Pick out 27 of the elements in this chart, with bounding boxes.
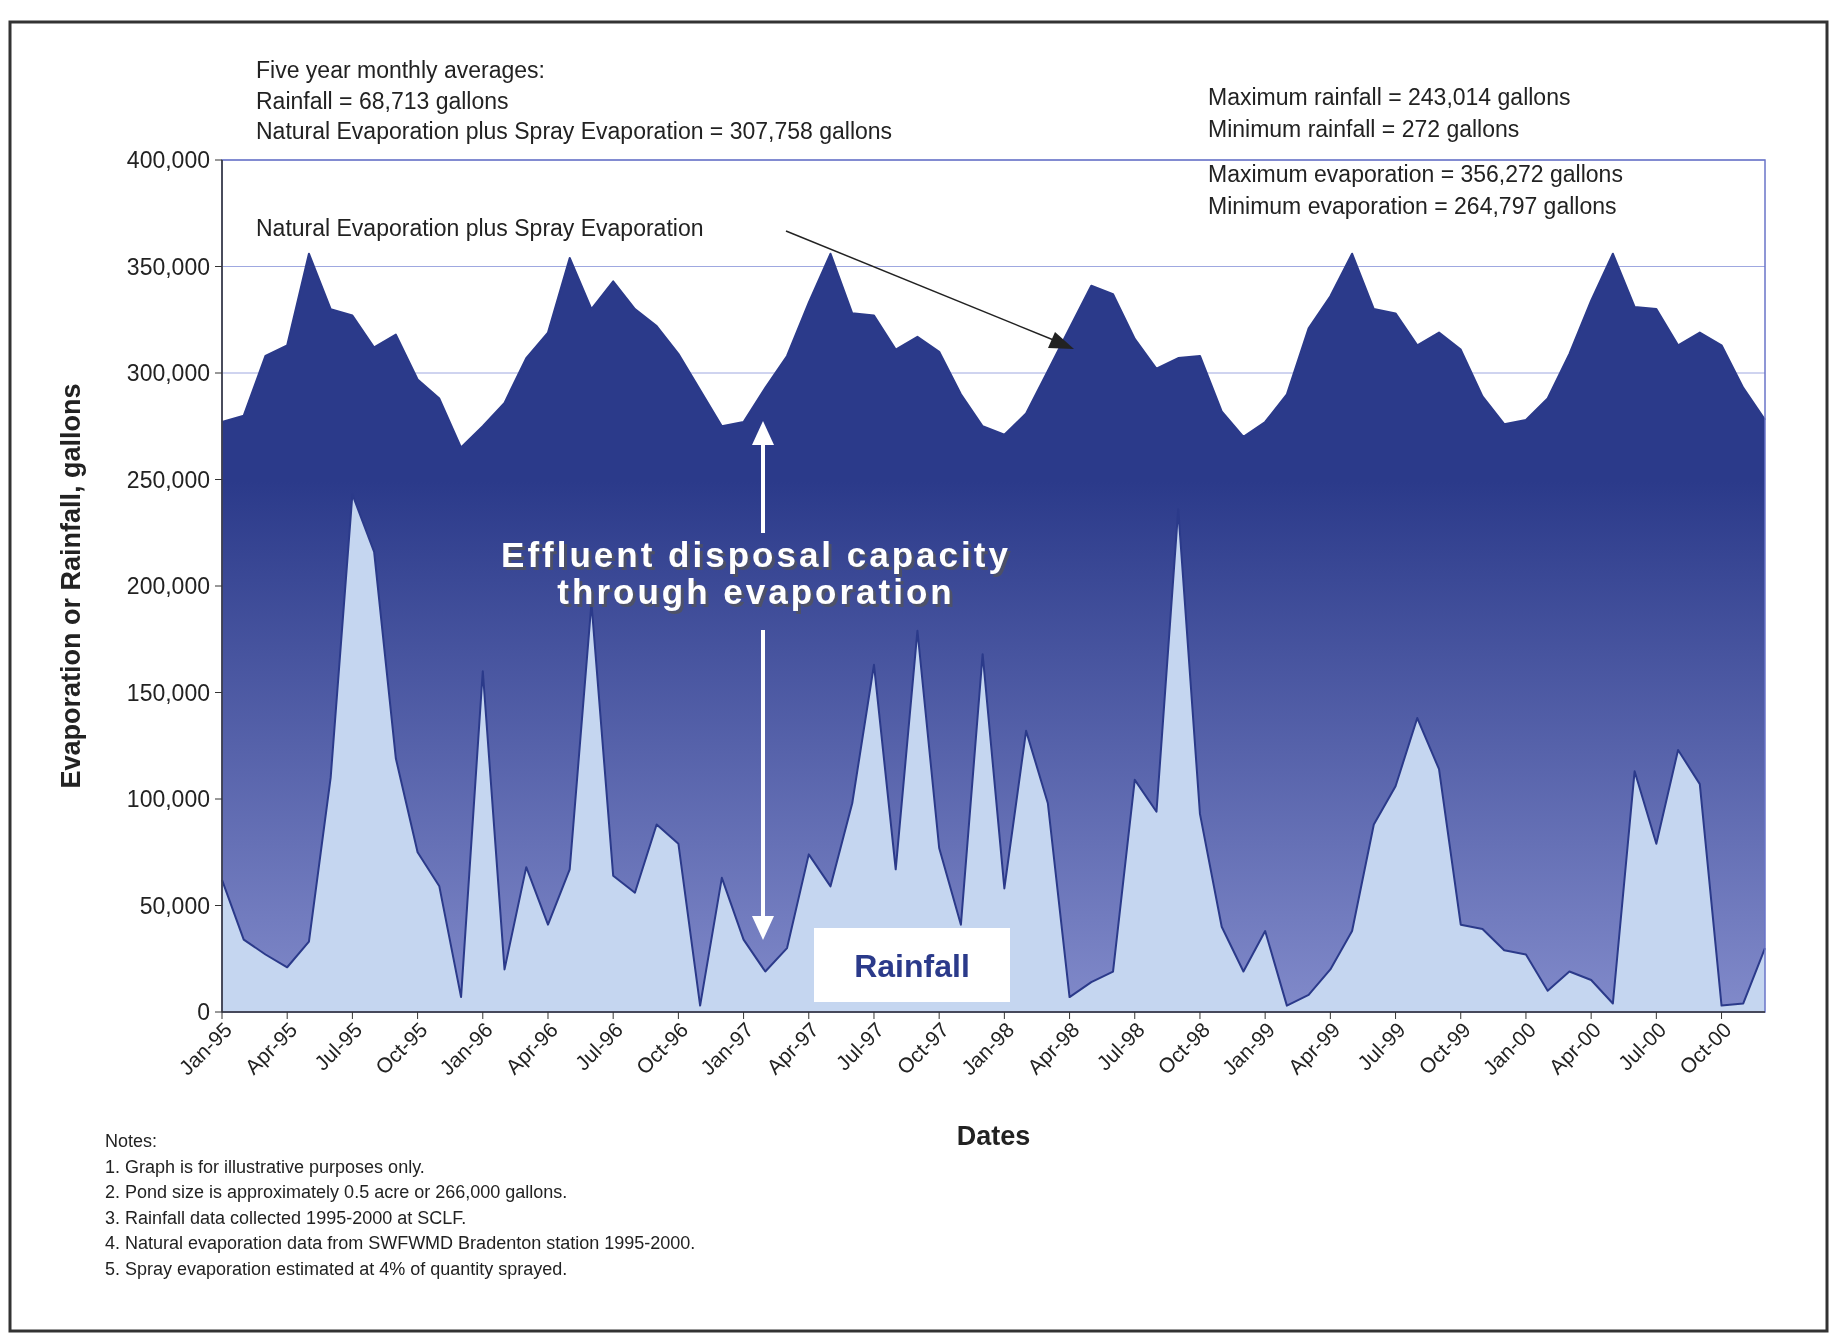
text: 4. Natural evaporation data from SWFWMD Bradenton station 1995-2000. <box>105 1233 696 1253</box>
text: Natural Evaporation plus Spray Evaporation <box>256 215 704 241</box>
text: 5. Spray evaporation estimated at 4% of quantity sprayed. <box>105 1258 568 1279</box>
y-tick-label: 100,000 <box>126 786 210 813</box>
annotation: Effluent disposal capacity <box>504 538 1014 577</box>
annotation: Maximum evaporation = 356,272 gallons <box>1208 161 1623 187</box>
x-axis-title: Dates <box>956 1121 1031 1151</box>
text: Five year monthly averages: <box>256 57 545 83</box>
y-tick-label: 400,000 <box>126 147 210 174</box>
y-tick-label: 0 <box>197 999 210 1026</box>
text: Maximum rainfall = 243,014 gallons <box>1208 84 1571 110</box>
text: 2. Pond size is approximately 0.5 acre or 266,000 gallons. <box>105 1182 568 1202</box>
text: Notes: <box>105 1131 158 1151</box>
y-tick-label: 150,000 <box>126 679 210 706</box>
text: 1. Graph is for illustrative purposes only. <box>105 1156 425 1177</box>
text: Natural Evaporation plus Spray Evaporation = 307,758 gallons <box>256 118 893 144</box>
y-tick-label: 50,000 <box>139 892 210 919</box>
y-tick-label: 350,000 <box>126 253 210 280</box>
text: 3. Rainfall data collected 1995-2000 at SCLF. <box>105 1207 467 1228</box>
y-tick-label: 250,000 <box>126 466 210 493</box>
series-label: Rainfall <box>854 948 970 984</box>
y-tick-label: 200,000 <box>126 573 210 600</box>
y-tick-label: 300,000 <box>126 360 210 387</box>
text: Minimum rainfall = 272 gallons <box>1208 116 1520 142</box>
text: Rainfall = 68,713 gallons <box>256 88 509 114</box>
y-axis-title: Evaporation or Rainfall, gallons <box>56 383 86 789</box>
annotation: Minimum evaporation = 264,797 gallons <box>1208 193 1617 219</box>
